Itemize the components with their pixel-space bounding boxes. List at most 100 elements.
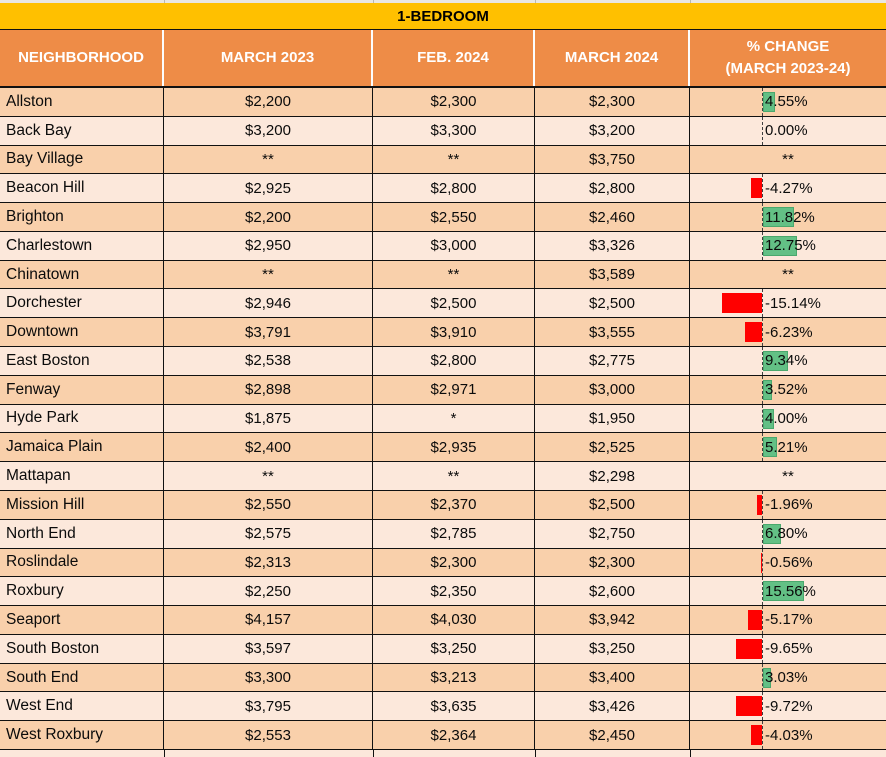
table-title-banner[interactable]: 1-BEDROOM [0,3,886,30]
march-2024-cell[interactable]: $3,555 [535,318,690,347]
feb-2024-cell[interactable]: ** [373,145,535,174]
pct-change-cell[interactable]: -4.27% [690,174,886,203]
march-2024-cell[interactable]: $2,450 [535,721,690,749]
pct-change-cell[interactable]: 9.34% [690,347,886,375]
march-2023-cell[interactable]: $3,200 [164,116,373,145]
pct-change-cell[interactable]: 4.55% [690,88,886,116]
neighborhood-cell[interactable]: Jamaica Plain [0,433,164,462]
neighborhood-cell[interactable]: Brighton [0,203,164,231]
feb-2024-cell[interactable]: $3,635 [373,692,535,721]
march-2024-cell[interactable]: $3,589 [535,260,690,289]
march-2024-cell[interactable]: $2,800 [535,174,690,203]
neighborhood-cell[interactable]: Chinatown [0,260,164,289]
march-2024-cell[interactable]: $3,750 [535,145,690,174]
march-2023-cell[interactable]: $3,597 [164,634,373,663]
neighborhood-cell[interactable]: Dorchester [0,289,164,318]
pct-change-cell[interactable]: -9.65% [690,634,886,663]
march-2024-cell[interactable]: $3,400 [535,663,690,692]
neighborhood-cell[interactable]: Charlestown [0,231,164,260]
march-2024-cell[interactable]: $3,200 [535,116,690,145]
march-2023-cell[interactable]: $2,898 [164,375,373,404]
feb-2024-cell[interactable]: $3,213 [373,663,535,692]
neighborhood-cell[interactable]: Seaport [0,606,164,634]
march-2023-cell[interactable]: $2,575 [164,519,373,548]
feb-2024-cell[interactable]: $2,370 [373,490,535,519]
feb-2024-cell[interactable]: $2,800 [373,347,535,375]
pct-change-cell[interactable]: 5.21% [690,433,886,462]
march-2023-cell[interactable]: ** [164,260,373,289]
pct-change-cell[interactable]: -9.72% [690,692,886,721]
feb-2024-cell[interactable]: $2,785 [373,519,535,548]
header-march-2023[interactable]: MARCH 2023 [164,30,373,86]
march-2023-cell[interactable]: $4,157 [164,606,373,634]
feb-2024-cell[interactable]: $2,300 [373,88,535,116]
neighborhood-cell[interactable]: Allston [0,88,164,116]
march-2023-cell[interactable]: $2,250 [164,577,373,606]
march-2024-cell[interactable]: $2,600 [535,577,690,606]
march-2023-cell[interactable]: $2,400 [164,433,373,462]
feb-2024-cell[interactable]: ** [373,260,535,289]
march-2024-cell[interactable]: $2,300 [535,88,690,116]
march-2023-cell[interactable]: $2,946 [164,289,373,318]
march-2023-cell[interactable]: $1,875 [164,404,373,433]
neighborhood-cell[interactable]: West Roxbury [0,721,164,749]
march-2024-cell[interactable]: $3,326 [535,231,690,260]
feb-2024-cell[interactable]: $4,030 [373,606,535,634]
pct-change-cell[interactable]: -15.14% [690,289,886,318]
pct-change-cell[interactable]: ** [690,146,886,174]
pct-change-cell[interactable]: 3.03% [690,663,886,692]
march-2023-cell[interactable]: $3,795 [164,692,373,721]
neighborhood-cell[interactable]: South Boston [0,634,164,663]
neighborhood-cell[interactable]: Beacon Hill [0,174,164,203]
pct-change-cell[interactable]: -1.96% [690,490,886,519]
march-2023-cell[interactable]: $2,950 [164,231,373,260]
march-2024-cell[interactable]: $2,300 [535,548,690,577]
pct-change-cell[interactable]: -0.56% [690,548,886,577]
march-2023-cell[interactable]: $2,538 [164,347,373,375]
pct-change-cell[interactable]: 4.00% [690,404,886,433]
neighborhood-cell[interactable]: Hyde Park [0,404,164,433]
feb-2024-cell[interactable]: ** [373,462,535,490]
feb-2024-cell[interactable]: $3,300 [373,116,535,145]
neighborhood-cell[interactable]: Bay Village [0,145,164,174]
neighborhood-cell[interactable]: Mattapan [0,462,164,490]
march-2023-cell[interactable]: $2,553 [164,721,373,749]
feb-2024-cell[interactable]: $2,500 [373,289,535,318]
pct-change-cell[interactable]: -6.23% [690,318,886,347]
march-2024-cell[interactable]: $2,460 [535,203,690,231]
neighborhood-cell[interactable]: West End [0,692,164,721]
pct-change-cell[interactable]: ** [690,261,886,289]
march-2023-cell[interactable]: $2,313 [164,548,373,577]
neighborhood-cell[interactable]: Back Bay [0,116,164,145]
march-2024-cell[interactable]: $3,000 [535,375,690,404]
feb-2024-cell[interactable]: $2,800 [373,174,535,203]
march-2023-cell[interactable]: ** [164,145,373,174]
neighborhood-cell[interactable]: Mission Hill [0,490,164,519]
pct-change-cell[interactable]: 15.56% [690,577,886,606]
march-2024-cell[interactable]: $2,500 [535,289,690,318]
march-2024-cell[interactable]: $2,500 [535,490,690,519]
feb-2024-cell[interactable]: $2,350 [373,577,535,606]
neighborhood-cell[interactable]: East Boston [0,347,164,375]
feb-2024-cell[interactable]: $2,364 [373,721,535,749]
header-march-2024[interactable]: MARCH 2024 [535,30,690,86]
feb-2024-cell[interactable]: $3,910 [373,318,535,347]
march-2023-cell[interactable]: $2,200 [164,203,373,231]
pct-change-cell[interactable]: 0.00% [690,116,886,145]
neighborhood-cell[interactable]: South End [0,663,164,692]
neighborhood-cell[interactable]: Fenway [0,375,164,404]
march-2024-cell[interactable]: $3,426 [535,692,690,721]
header-pct-change[interactable]: % CHANGE (MARCH 2023-24) [690,30,886,86]
march-2023-cell[interactable]: $3,791 [164,318,373,347]
feb-2024-cell[interactable]: $2,550 [373,203,535,231]
march-2023-cell[interactable]: ** [164,462,373,490]
feb-2024-cell[interactable]: $3,000 [373,231,535,260]
march-2023-cell[interactable]: $2,200 [164,88,373,116]
march-2024-cell[interactable]: $3,250 [535,634,690,663]
neighborhood-cell[interactable]: Roxbury [0,577,164,606]
pct-change-cell[interactable]: ** [690,462,886,490]
march-2024-cell[interactable]: $2,525 [535,433,690,462]
march-2024-cell[interactable]: $3,942 [535,606,690,634]
feb-2024-cell[interactable]: $2,935 [373,433,535,462]
header-feb-2024[interactable]: FEB. 2024 [373,30,535,86]
